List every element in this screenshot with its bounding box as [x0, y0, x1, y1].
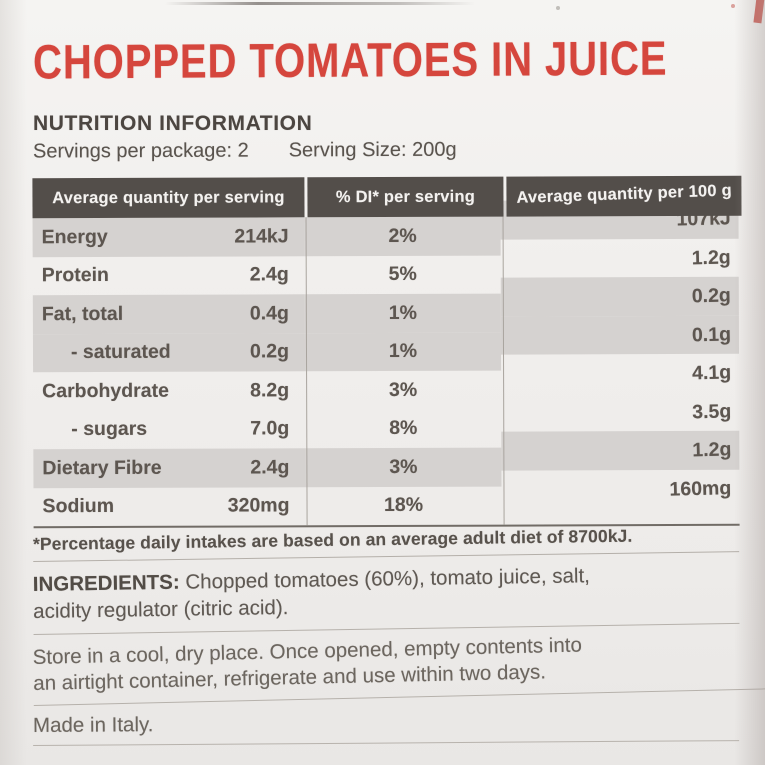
nutrition-table: Average quantity per serving % DI* per s…	[32, 175, 742, 529]
table-row-energy: Energy 214kJ 2% 107kJ	[32, 207, 739, 257]
per-100g-value: 1.2g	[691, 245, 731, 269]
table-row-dietary-fibre: Dietary Fibre 2.4g 3% 1.2g	[33, 438, 739, 488]
photo-speck	[731, 4, 735, 8]
nutrient-name: - saturated	[70, 341, 171, 364]
per-serving-value: 7.0g	[250, 417, 290, 440]
country-of-origin: Made in Italy.	[32, 701, 740, 746]
col-header-per-serving: Average quantity per serving	[32, 177, 305, 219]
ingredients-text-line2: acidity regulator (citric acid).	[33, 596, 289, 624]
nutrition-label: CHOPPED TOMATOES IN JUICE NUTRITION INFO…	[32, 32, 765, 746]
per-serving-value: 2.4g	[250, 456, 290, 479]
di-value: 3%	[305, 447, 502, 487]
col-header-di-per-serving: % DI* per serving	[307, 176, 504, 218]
per-serving-value: 0.4g	[249, 302, 289, 325]
col-header-per-100g: Average quantity per 100 g	[506, 175, 742, 217]
per-serving-value: 214kJ	[234, 225, 289, 248]
can-rim-shadow	[165, 2, 475, 5]
per-serving-value: 0.2g	[249, 340, 290, 363]
table-body: Energy 214kJ 2% 107kJ Protein 2.4g 5% 1.…	[32, 207, 740, 529]
di-value: 8%	[389, 417, 418, 440]
per-100g-value: 0.1g	[691, 322, 732, 346]
per-100g-value: 4.1g	[691, 361, 732, 385]
per-100g-value: 3.5g	[691, 399, 732, 423]
table-header-row: Average quantity per serving % DI* per s…	[32, 175, 742, 219]
serving-info: Servings per package: 2 Serving Size: 20…	[33, 137, 739, 163]
ingredients-text-line1: Chopped tomatoes (60%), tomato juice, sa…	[185, 564, 591, 594]
per-100g-value: 160mg	[669, 476, 732, 501]
table-row-carbohydrate: Carbohydrate 8.2g 3% 4.1g	[33, 361, 739, 411]
photo-speck	[556, 6, 560, 10]
di-value: 1%	[304, 332, 502, 372]
nutrient-name: Energy	[41, 225, 108, 248]
table-row-saturated-fat: - saturated 0.2g 1% 0.1g	[32, 323, 739, 373]
di-value: 1%	[304, 293, 501, 333]
per-serving-value: 320mg	[227, 494, 290, 517]
servings-per-package: Servings per package: 2	[32, 139, 249, 163]
di-value: 18%	[383, 494, 424, 517]
nutrient-name: Protein	[41, 264, 109, 287]
ingredients-label: INGREDIENTS:	[32, 570, 180, 597]
label-red-edge-mark	[753, 0, 765, 24]
di-value: 3%	[388, 378, 418, 401]
per-serving-value: 2.4g	[249, 263, 289, 286]
nutrient-name: Dietary Fibre	[42, 456, 162, 479]
per-100g-value: 1.2g	[692, 438, 732, 462]
di-value: 5%	[388, 263, 417, 286]
serving-size: Serving Size: 200g	[288, 138, 457, 162]
nutrient-name: Fat, total	[41, 302, 124, 325]
product-title: CHOPPED TOMATOES IN JUICE	[33, 32, 668, 90]
di-value: 2%	[304, 216, 501, 256]
nutrient-name: Sodium	[42, 495, 115, 518]
nutrient-name: Carbohydrate	[42, 379, 169, 402]
per-100g-value: 0.2g	[691, 284, 732, 308]
per-serving-value: 8.2g	[250, 379, 290, 402]
storage-instructions: Store in a cool, dry place. Once opened,…	[32, 618, 765, 707]
nutrient-name: - sugars	[71, 418, 148, 441]
nutrition-information-heading: NUTRITION INFORMATION	[33, 112, 313, 135]
